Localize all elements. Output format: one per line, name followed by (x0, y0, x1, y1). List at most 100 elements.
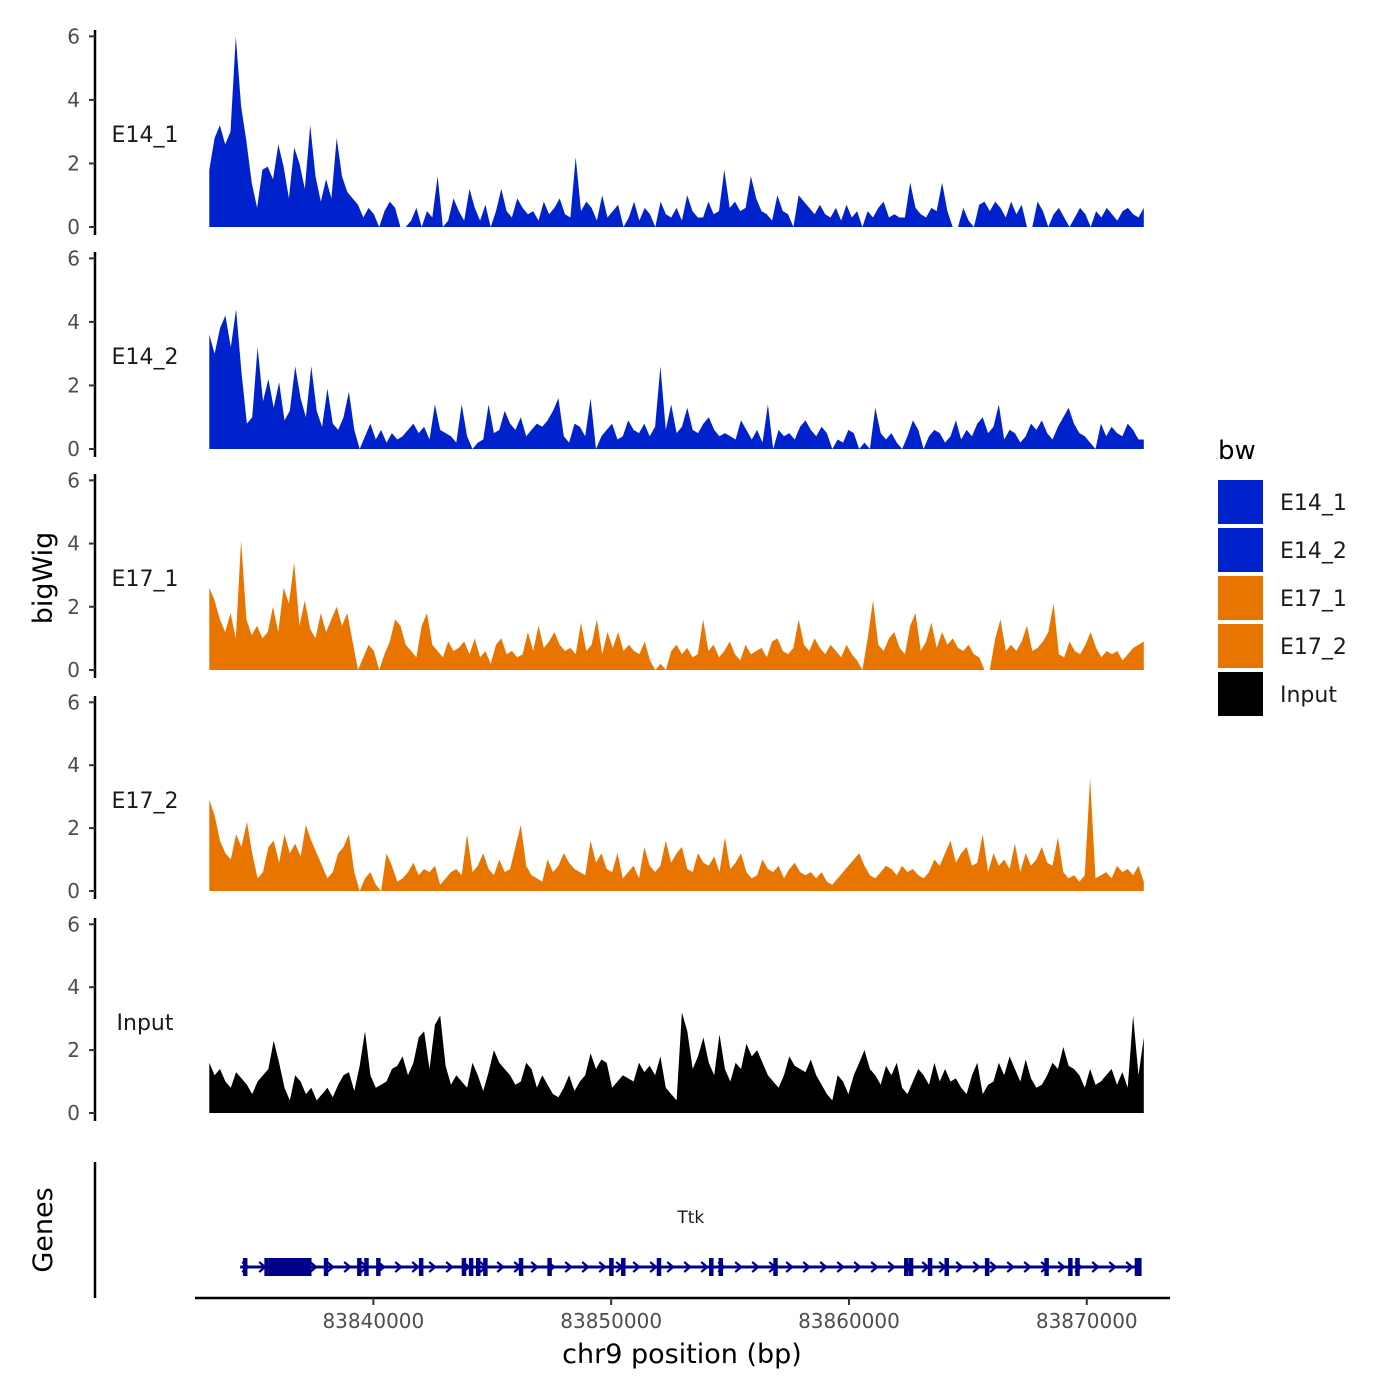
track-E17_1: 0 2 4 6 E17_1 (67, 468, 1144, 682)
gene-exon (1044, 1258, 1049, 1276)
track-label: E17_2 (112, 789, 179, 814)
strand-arrow (700, 1261, 709, 1273)
gene-exon (908, 1258, 914, 1276)
legend-swatch (1218, 528, 1263, 572)
y-tick-label: 4 (67, 753, 80, 777)
strand-arrow (309, 1261, 318, 1273)
strand-arrow (666, 1261, 675, 1273)
strand-arrow (836, 1261, 845, 1273)
signal-area-Input (209, 1012, 1144, 1113)
track-E17_2: 0 2 4 6 E17_2 (67, 690, 1144, 903)
gene-exon (518, 1258, 524, 1276)
gene-exon (904, 1258, 909, 1276)
signal-area-E14_1 (209, 36, 1144, 228)
strand-arrow (853, 1261, 862, 1273)
x-tick-label: 83860000 (798, 1309, 900, 1333)
y-tick-label: 4 (67, 310, 80, 334)
legend-label: E17_2 (1280, 635, 1347, 660)
x-ticks: 83840000 83850000 83860000 83870000 (322, 1298, 1138, 1333)
legend-swatch (1218, 624, 1263, 668)
x-axis-title: chr9 position (bp) (562, 1339, 802, 1370)
y-tick-label: 2 (67, 595, 80, 619)
gene-exon (773, 1258, 778, 1276)
strand-arrow (343, 1261, 352, 1273)
gene-exon (364, 1258, 369, 1276)
strand-arrow (411, 1261, 420, 1273)
strand-arrow (751, 1261, 760, 1273)
x-tick-label: 83870000 (1036, 1309, 1138, 1333)
gene-track: Genes Ttk (28, 1162, 1142, 1298)
y-axis-title: bigWig (28, 532, 59, 625)
track-label: E14_1 (112, 123, 179, 148)
y-tick-label: 2 (67, 816, 80, 840)
strand-arrow (1057, 1261, 1066, 1273)
gene-exon (709, 1258, 714, 1276)
legend-entry-E14_2: E14_2 (1218, 528, 1347, 572)
strand-arrow (802, 1261, 811, 1273)
strand-arrow (819, 1261, 828, 1273)
legend-entry-E17_1: E17_1 (1218, 576, 1347, 620)
legend-label: E17_1 (1280, 587, 1347, 612)
gene-label: Ttk (676, 1208, 704, 1228)
strand-arrow (683, 1261, 692, 1273)
strand-arrow (785, 1261, 794, 1273)
y-tick-label: 0 (67, 215, 80, 239)
track-E14_2: 0 2 4 6 E14_2 (67, 246, 1144, 461)
strand-arrow (734, 1261, 743, 1273)
x-axis: 83840000 83850000 83860000 83870000 chr9 po… (195, 1296, 1170, 1370)
legend-entry-E14_1: E14_1 (1218, 480, 1347, 524)
strand-arrow (1091, 1261, 1100, 1273)
gene-exon (242, 1258, 248, 1276)
track-label: E17_1 (112, 567, 179, 592)
strand-arrow (887, 1261, 896, 1273)
gene-exon-block (268, 1258, 312, 1276)
strand-arrow (955, 1261, 964, 1273)
signal-area-E17_2 (209, 777, 1144, 891)
gene-Ttk: Ttk (240, 1208, 1142, 1276)
y-tick-label: 6 (67, 24, 80, 48)
x-tick-label: 83850000 (560, 1309, 662, 1333)
gene-exon (1068, 1258, 1073, 1276)
strand-arrow (1023, 1261, 1032, 1273)
gene-exon (718, 1258, 724, 1276)
y-tick-label: 0 (67, 437, 80, 461)
y-tick-label: 0 (67, 658, 80, 682)
strand-arrow (445, 1261, 454, 1273)
legend-label: E14_2 (1280, 539, 1347, 564)
legend-label: Input (1280, 683, 1337, 708)
gene-track-title: Genes (28, 1187, 59, 1272)
gene-exon (984, 1258, 990, 1276)
legend-entry-E17_2: E17_2 (1218, 624, 1347, 668)
y-tick-label: 6 (67, 912, 80, 936)
strand-arrow (972, 1261, 981, 1273)
signal-area-E14_2 (209, 309, 1144, 449)
gene-exon (376, 1258, 381, 1276)
gene-exon (609, 1258, 614, 1276)
gene-exon (1137, 1258, 1142, 1276)
gene-exon (468, 1258, 474, 1276)
gene-exon (461, 1258, 467, 1276)
track-label: Input (117, 1011, 174, 1036)
strand-arrow (1006, 1261, 1015, 1273)
gene-models: Ttk (240, 1208, 1142, 1276)
strand-arrow (530, 1261, 539, 1273)
strand-arrow (632, 1261, 641, 1273)
y-tick-label: 2 (67, 1038, 80, 1062)
strand-arrow (326, 1261, 335, 1273)
strand-arrow (1125, 1261, 1134, 1273)
gene-exon (1134, 1258, 1140, 1276)
gene-exon (483, 1258, 488, 1276)
gene-exon (621, 1258, 626, 1276)
track-E14_1: 0 2 4 6 E14_1 (67, 24, 1144, 239)
gene-exon (944, 1258, 949, 1276)
y-tick-label: 4 (67, 532, 80, 556)
y-tick-label: 6 (67, 468, 80, 492)
gene-exon (475, 1258, 481, 1276)
legend-title: bw (1218, 436, 1256, 466)
legend-entry-Input: Input (1218, 672, 1337, 716)
y-tick-label: 4 (67, 88, 80, 112)
strand-arrow (870, 1261, 879, 1273)
legend-entries: E14_1 E14_2 E17_1 E17_2 Input (1218, 480, 1347, 716)
